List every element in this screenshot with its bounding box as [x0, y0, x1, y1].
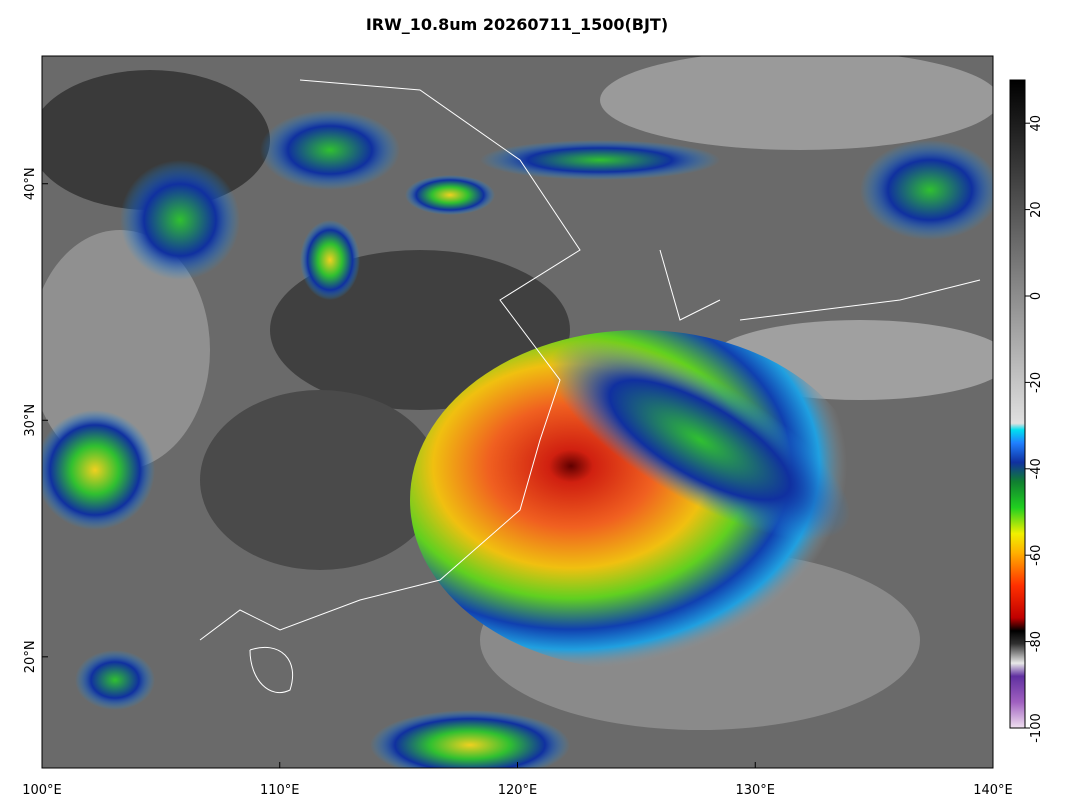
colorbar-tick-label: -40 — [1029, 458, 1044, 479]
colorbar-tick-label: -20 — [1029, 372, 1044, 393]
lon-tick-label: 130°E — [735, 783, 775, 798]
satellite-image — [42, 56, 993, 768]
lat-tick-label: 40°N — [23, 167, 38, 200]
lon-tick-label: 100°E — [22, 783, 62, 798]
colorbar-tick-label: -100 — [1029, 713, 1044, 743]
colorbar-tick-label: -80 — [1029, 631, 1044, 652]
lat-tick-label: 30°N — [23, 404, 38, 437]
colorbar-tick-label: -60 — [1029, 545, 1044, 566]
lon-tick-label: 110°E — [260, 783, 300, 798]
lon-tick-label: 120°E — [498, 783, 538, 798]
colorbar-tick-label: 40 — [1029, 115, 1044, 132]
colorbar — [1009, 79, 1026, 729]
colorbar-tick-label: 20 — [1029, 201, 1044, 218]
lon-tick-label: 140°E — [973, 783, 1013, 798]
lat-tick-label: 20°N — [23, 640, 38, 673]
title: IRW_10.8um 20260711_1500(BJT) — [366, 15, 668, 34]
colorbar-tick-label: 0 — [1029, 292, 1044, 300]
